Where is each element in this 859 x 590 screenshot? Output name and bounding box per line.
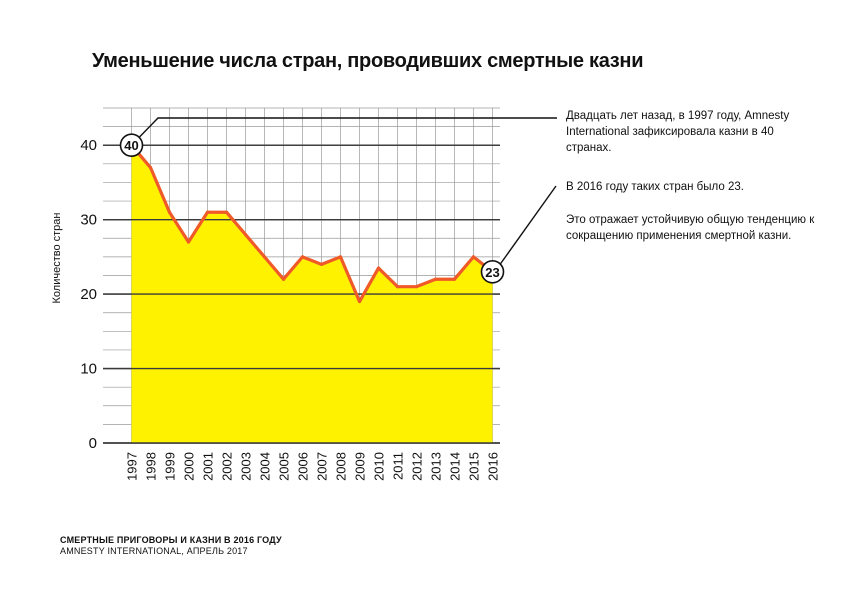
annotation-trend: Это отражает устойчивую общую тенденцию … <box>566 214 815 242</box>
x-tick-label: 2003 <box>239 452 254 481</box>
x-tick-label: 2001 <box>201 452 216 481</box>
x-tick-label: 2014 <box>448 452 463 481</box>
data-point-1998 <box>148 165 153 170</box>
x-tick-label: 2002 <box>220 452 235 481</box>
leader-1997 <box>130 117 557 146</box>
x-tick-label: 2007 <box>315 452 330 481</box>
x-tick-label: 2016 <box>486 452 501 481</box>
callout-label-2016: 23 <box>485 265 499 280</box>
x-tick-label: 2008 <box>334 452 349 481</box>
x-tick-label: 2015 <box>467 452 482 481</box>
annotation-1997: Двадцать лет назад, в 1997 году, Amnesty… <box>566 110 790 154</box>
x-tick-label: 2009 <box>353 452 368 481</box>
footer-source-title: СМЕРТНЫЕ ПРИГОВОРЫ И КАЗНИ В 2016 ГОДУ <box>60 535 282 545</box>
x-tick-label: 2012 <box>410 452 425 481</box>
data-point-2005 <box>281 277 286 281</box>
y-tick-label: 10 <box>80 361 97 378</box>
data-point-2013 <box>433 277 438 281</box>
data-point-2006 <box>300 255 305 259</box>
callout-circle-2016 <box>480 259 505 284</box>
x-tick-label: 1999 <box>163 452 178 481</box>
annotation-2016: В 2016 году таких стран было 23. <box>566 181 744 193</box>
data-point-2012 <box>414 285 419 289</box>
data-point-2010 <box>376 266 381 270</box>
y-tick-label: 30 <box>80 212 97 229</box>
data-point-2001 <box>205 210 210 214</box>
data-point-2009 <box>357 299 362 304</box>
data-point-2002 <box>224 210 229 214</box>
y-tick-label: 40 <box>80 137 97 154</box>
area-layer <box>103 143 500 444</box>
callout-layer: 40 23 <box>119 117 557 284</box>
x-tick-label: 2006 <box>296 452 311 481</box>
y-axis-label: Количество стран <box>51 213 63 304</box>
x-tick-label: 2005 <box>277 452 292 481</box>
data-point-2015 <box>471 255 476 259</box>
data-point-2004 <box>262 255 267 259</box>
data-point-2011 <box>395 285 400 289</box>
callout-label-1997: 40 <box>124 138 138 153</box>
x-tick-label: 2010 <box>372 452 387 481</box>
data-point-2014 <box>452 277 457 281</box>
data-point-2000 <box>186 240 191 244</box>
data-point-2003 <box>243 232 248 237</box>
data-point-1999 <box>167 210 172 214</box>
axis-layer: 0 10 20 30 40 Количество стран 1997 1998 1999 200… <box>51 137 501 481</box>
data-point-2007 <box>319 262 324 266</box>
x-tick-label: 2000 <box>182 452 197 481</box>
chart-title: Уменьшение числа стран, проводивших смер… <box>92 50 644 72</box>
x-tick-label: 2011 <box>391 452 406 480</box>
series-line <box>129 143 495 304</box>
data-point-2008 <box>338 255 343 259</box>
x-tick-label: 1998 <box>144 452 159 481</box>
y-tick-label: 0 <box>89 435 97 452</box>
x-tick-label: 2004 <box>258 452 273 481</box>
leader-2016 <box>499 185 557 265</box>
callout-circle-1997 <box>119 133 144 158</box>
y-tick-label: 20 <box>80 286 97 303</box>
footer-source-org: AMNESTY INTERNATIONAL, АПРЕЛЬ 2017 <box>60 546 248 556</box>
footer: СМЕРТНЫЕ ПРИГОВОРЫ И КАЗНИ В 2016 ГОДУ A… <box>60 535 282 557</box>
x-tick-label: 2013 <box>429 452 444 481</box>
x-tick-label: 1997 <box>125 452 140 481</box>
